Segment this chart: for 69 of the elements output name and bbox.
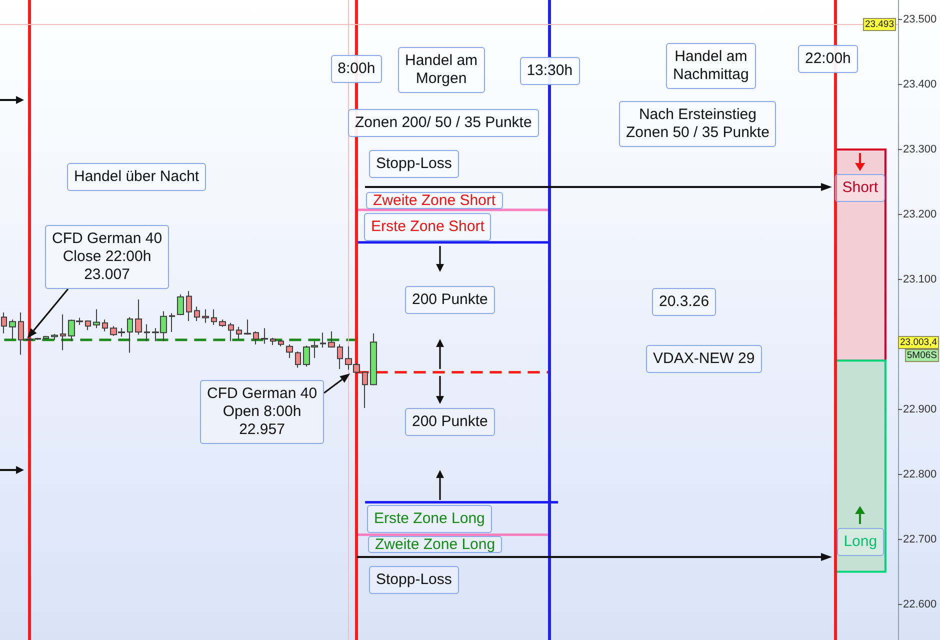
annotation: CFD German 40 Close 22:00h 23.007 [45,225,170,289]
y-tick-label: 22.800 [903,468,937,480]
candlestick [26,338,33,342]
annotation: Zonen 200/ 50 / 35 Punkte [348,109,539,137]
candlestick [194,306,200,322]
band-label: Short [835,174,886,202]
annotation: 200 Punkte [405,286,495,314]
annotation: Handel über Nacht [67,163,206,191]
annotation: 22:00h [798,45,858,73]
y-tick-label: 22.600 [903,598,937,610]
annotation: CFD German 40 Open 8:00h 22.957 [200,380,324,444]
annotation: Zweite Zone Short [366,192,503,209]
annotation: VDAX-NEW 29 [646,345,762,373]
y-tick-label: 23.500 [903,13,937,26]
annotation: 23.003,4 [898,336,939,349]
candlestick [228,322,234,342]
candlestick [337,344,343,370]
candlestick [177,294,184,316]
candlestick [43,335,49,340]
candlestick [211,308,217,326]
candlestick [9,319,16,340]
annotation: Stopp-Loss [369,566,459,594]
candlestick [286,344,293,359]
candlestick [135,299,142,336]
text: 5M06S [904,349,939,362]
candlestick [236,326,242,340]
candlestick [370,332,377,386]
candlestick [18,312,24,356]
candlestick [60,314,66,351]
annotation: Handel am Morgen [398,47,485,93]
y-tick-label: 23.300 [903,143,937,156]
candlestick [186,290,192,322]
candlestick [127,316,133,354]
candlestick [270,337,276,346]
y-tick-label: 23.100 [903,273,937,286]
candlestick [202,308,209,324]
candlestick [144,324,150,342]
annotation: 200 Punkte [405,408,495,436]
candlestick [328,330,335,348]
candlestick [219,319,226,328]
candlestick [362,371,368,409]
candlestick [1,312,7,334]
annotation: Zweite Zone Long [368,536,502,553]
band-label: Long [836,528,884,556]
annotation: 8:00h [330,55,382,83]
annotation: Erste Zone Short [364,213,492,241]
y-tick-label: 22.700 [903,533,937,546]
candlestick [169,312,175,333]
annotation: Erste Zone Long [367,505,492,533]
candlestick [253,330,259,345]
y-tick-label: 23.200 [903,208,937,220]
candlestick [35,337,41,340]
annotation: Stopp-Loss [369,150,459,178]
ref-line-label: 23.493 [862,18,896,31]
annotation: 13:30h [520,57,580,85]
candlestick [51,333,58,340]
candlestick [278,339,284,347]
candlestick [93,308,100,329]
annotation: Nach Ersteinstieg Zonen 50 / 35 Punkte [619,101,776,147]
candlestick [261,328,268,344]
y-tick-label: 23.400 [903,78,937,90]
annotation: Handel am Nachmittag [666,43,756,89]
y-tick-label: 22.900 [903,403,937,416]
annotation: 20.3.26 [652,288,716,316]
candlestick [244,319,251,336]
candlestick [320,332,326,348]
candlestick [295,351,301,368]
candlestick [102,319,108,332]
candlestick [85,320,91,331]
